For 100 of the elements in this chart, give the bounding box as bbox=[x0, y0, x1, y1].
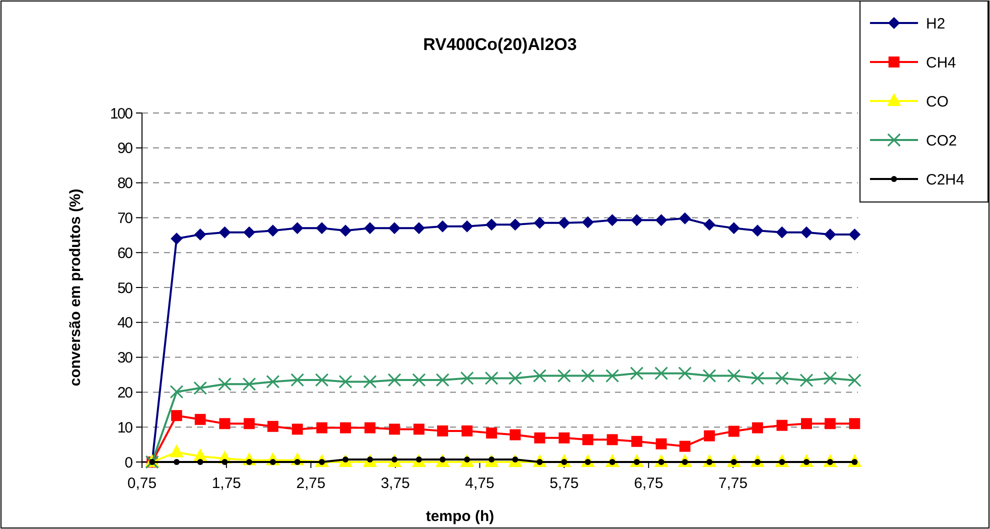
point bbox=[848, 228, 861, 240]
y-tick-label: 20 bbox=[117, 384, 133, 402]
point bbox=[197, 459, 204, 465]
point bbox=[534, 432, 546, 444]
point bbox=[824, 228, 836, 240]
point bbox=[486, 218, 498, 231]
point bbox=[218, 226, 231, 238]
point bbox=[728, 222, 740, 234]
point bbox=[704, 430, 715, 442]
point bbox=[557, 368, 571, 383]
point bbox=[388, 373, 402, 387]
point bbox=[242, 377, 256, 391]
point bbox=[824, 418, 836, 430]
point bbox=[219, 418, 230, 430]
point bbox=[290, 373, 304, 387]
x-tick-label: 6,75 bbox=[634, 475, 664, 492]
point bbox=[266, 374, 280, 389]
point bbox=[630, 214, 643, 226]
point bbox=[412, 222, 425, 234]
point bbox=[171, 410, 182, 422]
y-tick-label: 10 bbox=[117, 419, 133, 436]
point bbox=[460, 371, 474, 386]
point bbox=[484, 371, 498, 386]
x-tick-label: 4,75 bbox=[465, 475, 494, 492]
point bbox=[823, 371, 837, 386]
y-axis-title: conversão em produtos (%) bbox=[67, 188, 84, 386]
point bbox=[364, 422, 376, 434]
point bbox=[679, 440, 690, 452]
point bbox=[339, 224, 352, 237]
point bbox=[558, 432, 570, 444]
point bbox=[581, 368, 595, 383]
point bbox=[437, 425, 448, 436]
point bbox=[606, 434, 618, 446]
point bbox=[315, 373, 329, 387]
point bbox=[606, 214, 618, 226]
point bbox=[266, 224, 279, 237]
legend-label: CO2 bbox=[926, 132, 957, 150]
point bbox=[436, 373, 450, 387]
chart-title: RV400Co(20)Al2O3 bbox=[423, 35, 577, 54]
y-tick-label: 0 bbox=[124, 454, 133, 472]
point bbox=[174, 459, 180, 465]
point bbox=[170, 232, 183, 245]
point bbox=[508, 371, 522, 386]
point bbox=[461, 220, 474, 232]
point bbox=[848, 374, 862, 388]
point bbox=[800, 374, 814, 388]
point bbox=[436, 220, 449, 232]
point bbox=[631, 436, 642, 447]
point bbox=[605, 368, 620, 383]
point bbox=[678, 212, 691, 224]
point bbox=[849, 418, 860, 430]
point bbox=[800, 418, 812, 430]
y-tick-label: 90 bbox=[117, 140, 133, 158]
x-tick-label: 5,75 bbox=[550, 475, 579, 492]
x-tick-label: 2,75 bbox=[296, 475, 326, 492]
point bbox=[776, 420, 788, 431]
point bbox=[316, 222, 328, 234]
point bbox=[534, 216, 546, 229]
y-tick-label: 50 bbox=[117, 280, 133, 297]
point bbox=[244, 418, 255, 430]
point bbox=[702, 368, 716, 383]
point bbox=[413, 424, 424, 435]
point bbox=[655, 214, 668, 226]
point bbox=[292, 424, 303, 435]
x-tick-label: 7,75 bbox=[718, 475, 748, 492]
point bbox=[654, 366, 668, 380]
point bbox=[703, 218, 716, 231]
point bbox=[462, 425, 473, 436]
point bbox=[656, 438, 667, 450]
point bbox=[363, 374, 377, 389]
point bbox=[750, 371, 764, 386]
point bbox=[532, 368, 546, 383]
point bbox=[752, 422, 764, 434]
point bbox=[267, 420, 278, 432]
y-tick-label: 30 bbox=[117, 350, 133, 367]
point bbox=[338, 374, 352, 389]
legend-label: H2 bbox=[926, 15, 946, 32]
point bbox=[170, 444, 184, 458]
point bbox=[510, 429, 521, 440]
point bbox=[291, 222, 304, 234]
legend-label: C2H4 bbox=[926, 171, 964, 188]
y-tick-label: 80 bbox=[117, 175, 133, 192]
y-tick-label: 40 bbox=[117, 314, 133, 332]
point bbox=[193, 381, 208, 395]
point bbox=[558, 216, 570, 229]
y-tick-label: 70 bbox=[117, 210, 133, 227]
point bbox=[776, 226, 788, 238]
point bbox=[222, 459, 228, 465]
point bbox=[364, 222, 376, 234]
point bbox=[728, 426, 740, 437]
point bbox=[194, 414, 206, 425]
point bbox=[194, 228, 206, 240]
point bbox=[800, 226, 812, 238]
point bbox=[388, 424, 400, 435]
point bbox=[752, 224, 764, 237]
x-tick-label: 3,75 bbox=[380, 475, 410, 492]
point bbox=[316, 422, 328, 434]
point bbox=[509, 218, 522, 231]
point bbox=[412, 373, 426, 387]
point bbox=[243, 226, 256, 238]
